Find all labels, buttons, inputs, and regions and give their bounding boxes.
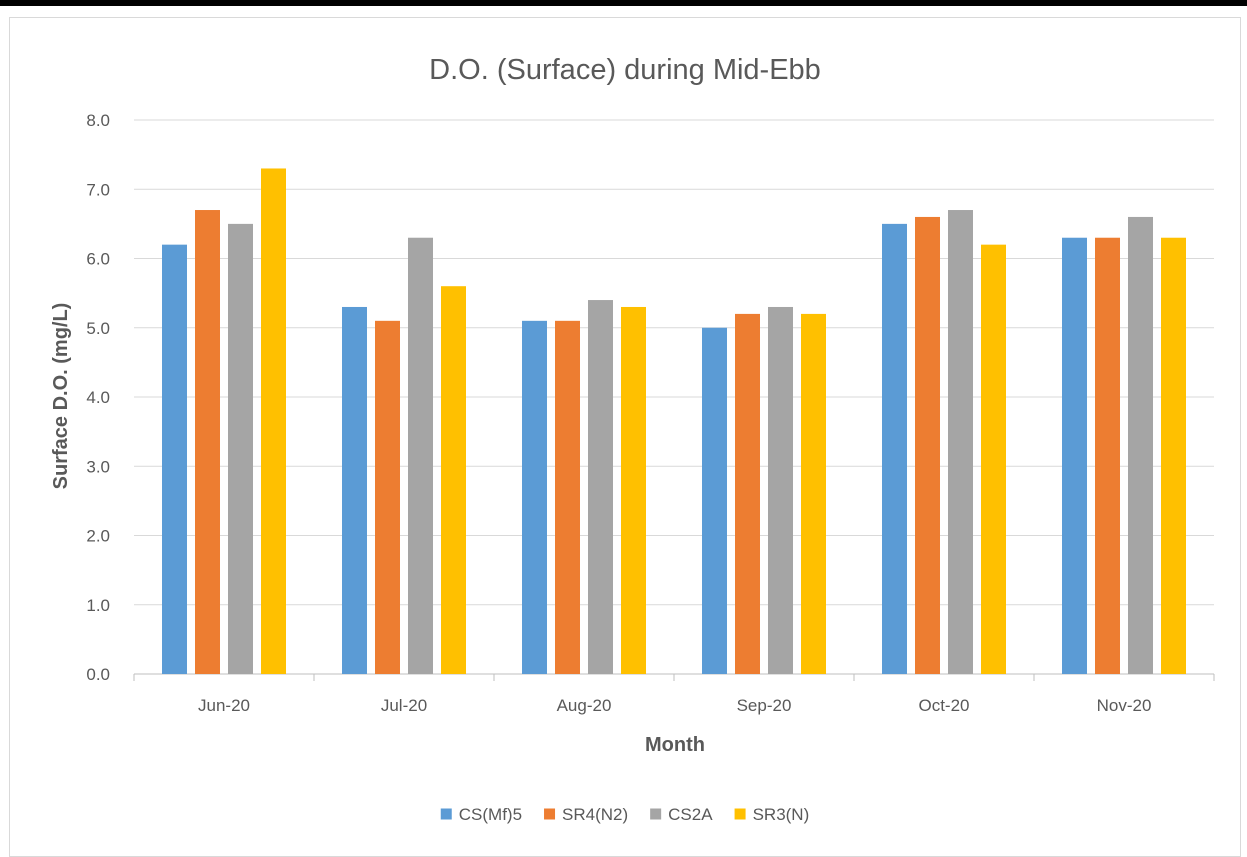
y-tick-label: 6.0 <box>86 250 110 269</box>
legend-swatch <box>544 808 556 820</box>
x-tick-label: Nov-20 <box>1097 696 1152 715</box>
bar <box>408 237 433 674</box>
x-tick-label: Jul-20 <box>381 696 427 715</box>
bar <box>1062 237 1087 674</box>
bar <box>702 327 727 674</box>
legend-label: CS(Mf)5 <box>459 805 522 824</box>
y-tick-label: 1.0 <box>86 596 110 615</box>
y-axis-ticks: 0.0 1.0 2.0 3.0 4.0 5.0 6.0 7.0 8.0 <box>86 111 110 684</box>
bar <box>735 313 760 674</box>
bar <box>981 244 1006 674</box>
bar <box>1095 237 1120 674</box>
top-rule <box>0 0 1247 6</box>
bar <box>375 320 400 674</box>
y-tick-label: 0.0 <box>86 665 110 684</box>
bar <box>588 300 613 674</box>
y-tick-label: 2.0 <box>86 527 110 546</box>
x-tick-label: Jun-20 <box>198 696 250 715</box>
legend-label: SR4(N2) <box>562 805 628 824</box>
bar <box>162 244 187 674</box>
bar <box>768 306 793 674</box>
legend-label: CS2A <box>668 805 713 824</box>
y-tick-label: 7.0 <box>86 180 110 199</box>
x-tick-label: Sep-20 <box>737 696 792 715</box>
bar <box>621 306 646 674</box>
legend-swatch <box>734 808 746 820</box>
bar <box>342 306 367 674</box>
x-tick-label: Oct-20 <box>918 696 969 715</box>
legend-swatch <box>650 808 662 820</box>
bar <box>1161 237 1186 674</box>
bar <box>522 320 547 674</box>
y-tick-label: 4.0 <box>86 388 110 407</box>
bar <box>261 168 286 674</box>
bar <box>441 286 466 674</box>
bar <box>915 216 940 674</box>
y-tick-label: 5.0 <box>86 319 110 338</box>
x-tick-label: Aug-20 <box>557 696 612 715</box>
legend-label: SR3(N) <box>753 805 810 824</box>
bar <box>948 210 973 674</box>
bar <box>228 223 253 674</box>
bar <box>555 320 580 674</box>
bar <box>801 313 826 674</box>
x-axis-ticks: Jun-20 Jul-20 Aug-20 Sep-20 Oct-20 Nov-20 <box>198 696 1151 715</box>
bar <box>195 210 220 674</box>
bars <box>162 168 1186 674</box>
x-axis-title: Month <box>645 734 705 756</box>
legend-swatch <box>440 808 452 820</box>
y-axis-title: Surface D.O. (mg/L) <box>50 303 72 490</box>
chart-title: D.O. (Surface) during Mid-Ebb <box>429 54 821 86</box>
bar <box>882 223 907 674</box>
bar <box>1128 216 1153 674</box>
y-tick-label: 3.0 <box>86 457 110 476</box>
gridlines <box>133 119 1215 681</box>
y-tick-label: 8.0 <box>86 111 110 130</box>
legend: CS(Mf)5 SR4(N2) CS2A SR3(N) <box>440 805 810 824</box>
